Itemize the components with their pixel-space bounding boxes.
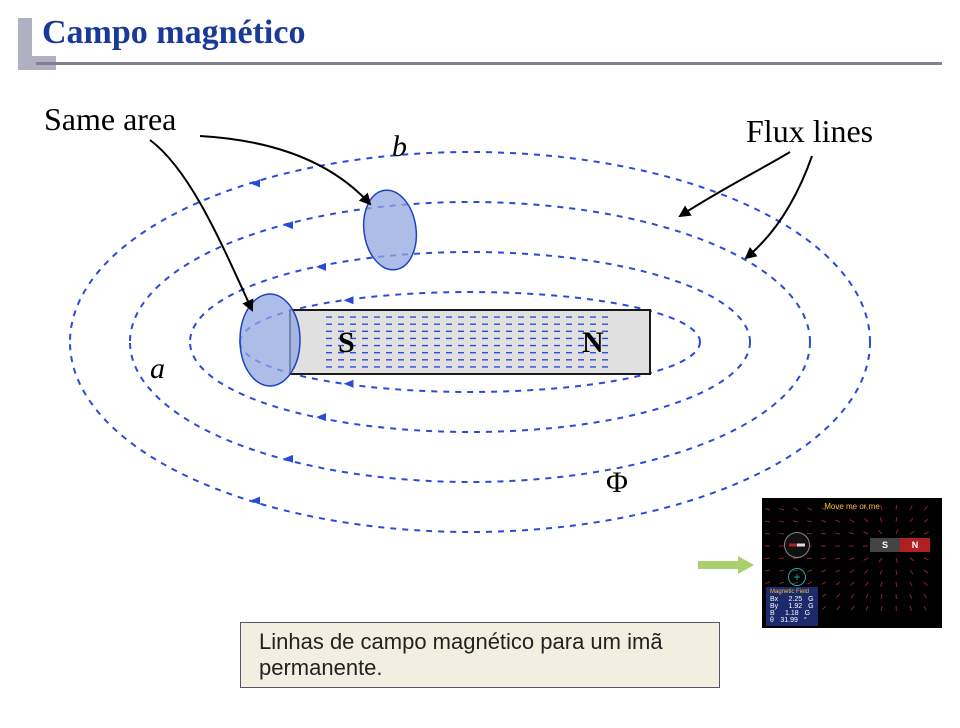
sim-magnet-n: N [900, 538, 930, 552]
link-arrow-icon [698, 556, 754, 574]
svg-text:N: N [582, 326, 604, 359]
sim-table-header: Magnetic Field [770, 589, 814, 595]
svg-text:Φ: Φ [606, 466, 628, 499]
svg-text:a: a [150, 352, 165, 385]
sim-bar-magnet: S N [870, 538, 930, 552]
slide-corner-accent [18, 18, 32, 56]
simulation-thumbnail[interactable]: Move me or me S N + Magnetic Field Bx2.2… [762, 498, 942, 628]
svg-text:S: S [338, 326, 355, 359]
compass-icon [784, 532, 810, 558]
add-icon[interactable]: + [788, 568, 806, 586]
sim-readout-table: Magnetic Field Bx2.25GBy1.92GB1.18Gθ31.9… [766, 587, 818, 626]
magnet-flux-diagram: SNSame areaabFlux linesΦ [20, 100, 940, 560]
title-underline [36, 62, 942, 65]
sim-magnet-s: S [870, 538, 900, 552]
sim-instruction: Move me or me [762, 502, 942, 511]
svg-text:Flux lines: Flux lines [746, 113, 873, 149]
svg-text:b: b [392, 130, 407, 163]
figure-caption: Linhas de campo magnético para um imã pe… [240, 622, 720, 688]
page-title: Campo magnético [42, 14, 305, 52]
svg-text:Same area: Same area [44, 101, 176, 137]
